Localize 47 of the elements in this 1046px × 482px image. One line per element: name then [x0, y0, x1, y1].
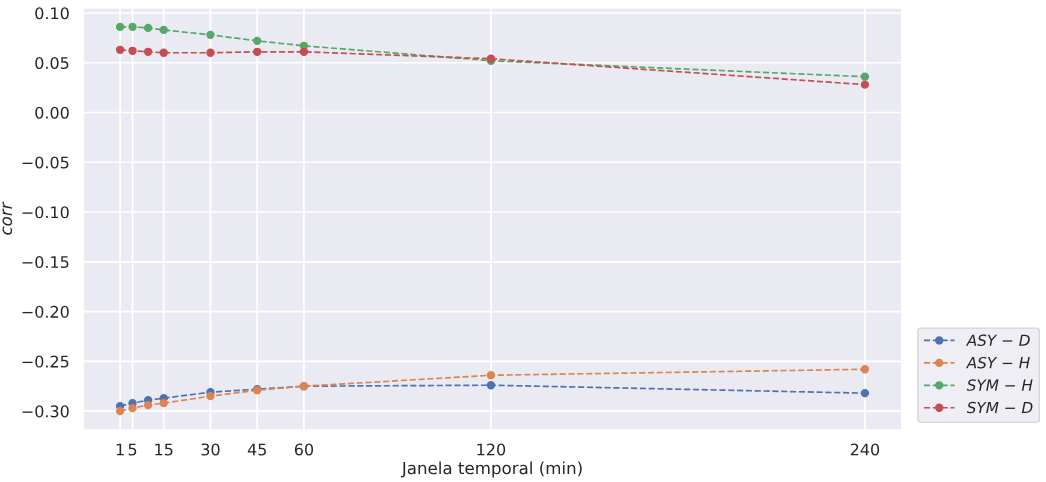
- x-tick-label: 60: [294, 443, 314, 456]
- point: [860, 365, 870, 374]
- y-tick-label: −0.05: [22, 156, 69, 169]
- point: [299, 47, 309, 56]
- point: [860, 80, 870, 89]
- point: [115, 406, 125, 416]
- x-tick-label: 45: [247, 443, 266, 456]
- point: [860, 72, 870, 81]
- point: [486, 371, 496, 380]
- x-axis-title: Janela temporal (min): [400, 461, 582, 478]
- x-tick-label: 1: [116, 443, 124, 456]
- point: [128, 22, 137, 32]
- point: [486, 381, 496, 390]
- point: [128, 403, 137, 413]
- legend-label: ASY − D: [965, 334, 1030, 347]
- y-tick-label: −0.15: [22, 256, 69, 269]
- x-tick-label: 30: [201, 443, 220, 456]
- x-tick-label: 240: [850, 443, 880, 456]
- point: [206, 30, 215, 40]
- y-tick-label: −0.30: [22, 405, 69, 418]
- legend-label: SYM − D: [966, 401, 1033, 414]
- legend-label: SYM − H: [966, 379, 1033, 391]
- point: [253, 36, 262, 46]
- y-tick-label: 0.10: [35, 7, 69, 20]
- y-tick-label: −0.20: [22, 305, 69, 318]
- point: [143, 47, 153, 56]
- x-tick-label: 15: [155, 443, 173, 456]
- point: [115, 22, 125, 32]
- point: [159, 48, 168, 57]
- point: [159, 25, 168, 35]
- point: [253, 47, 262, 56]
- point: [206, 391, 215, 401]
- point: [143, 400, 153, 410]
- x-tick-label: 5: [128, 443, 137, 456]
- y-tick-label: 0.00: [35, 106, 69, 119]
- point: [115, 45, 125, 54]
- y-tick-label: 0.05: [35, 56, 69, 70]
- point: [128, 46, 137, 55]
- x-tick-label: 120: [477, 443, 506, 456]
- point: [143, 23, 153, 33]
- point: [159, 398, 168, 408]
- y-tick-label: −0.10: [22, 206, 69, 219]
- point: [860, 389, 870, 398]
- legend-label: ASY − H: [965, 356, 1030, 369]
- point: [206, 48, 215, 57]
- y-tick-label: −0.25: [22, 355, 69, 368]
- y-axis-title: corr: [2, 201, 13, 235]
